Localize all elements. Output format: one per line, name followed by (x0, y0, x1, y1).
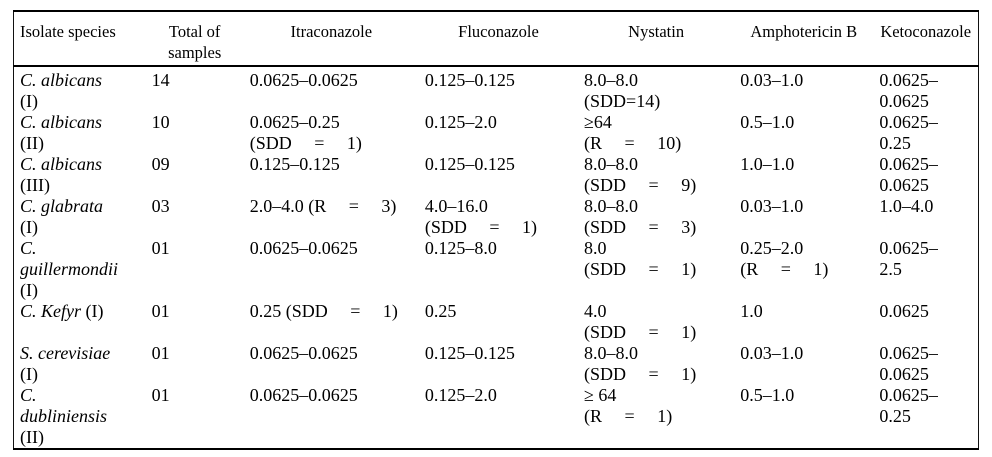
species-group-label: (I) (20, 364, 38, 384)
cell-fluconazole: 0.25 (424, 301, 457, 321)
cell-amphotericin-b: 1.0 (740, 301, 763, 321)
cell-itraconazole: 0.0625–0.0625 (249, 70, 358, 90)
cell-nystatin: 8.0–8.0 (SDD = 3) (584, 196, 697, 237)
cell-species: C. albicans (III) (14, 154, 146, 196)
species-group-label: (I) (85, 301, 104, 321)
cell-species: C. albicans (II) (14, 112, 146, 154)
table-row: C. albicans (III) 09 0.125–0.125 0.125–0… (14, 154, 979, 196)
cell-fluconazole: 0.125–0.125 (424, 70, 515, 90)
cell-ketoconazole: 0.0625– 0.0625 (879, 70, 938, 111)
cell-total-samples: 01 (151, 238, 170, 258)
cell-ketoconazole: 0.0625– 2.5 (879, 238, 938, 279)
column-header-isolate-species: Isolate species (13, 11, 146, 67)
cell-total-samples: 03 (151, 196, 170, 216)
column-header-amphotericin-b: Amphotericin B (734, 11, 874, 67)
cell-fluconazole: 0.125–2.0 (424, 385, 497, 405)
cell-amphotericin-b: 0.03–1.0 (740, 70, 804, 90)
cell-fluconazole: 0.125–8.0 (424, 238, 497, 258)
cell-species: C. glabrata (I) (14, 196, 146, 238)
species-name: C. glabrata (20, 196, 104, 216)
table-row: C. albicans (II) 10 0.0625–0.25 (SDD = 1… (14, 112, 979, 154)
cell-species: C. guillermondii (I) (14, 238, 146, 301)
cell-ketoconazole: 1.0–4.0 (879, 196, 934, 216)
cell-itraconazole: 0.0625–0.0625 (249, 238, 358, 258)
cell-ketoconazole: 0.0625– 0.0625 (879, 154, 938, 195)
cell-nystatin: 4.0 (SDD = 1) (584, 301, 697, 342)
cell-species: C. Kefyr (I) (14, 301, 146, 343)
cell-species: C. albicans (I) (14, 66, 146, 112)
table-row: S. cerevisiae (I) 01 0.0625–0.0625 0.125… (14, 343, 979, 385)
cell-ketoconazole: 0.0625 (879, 301, 929, 321)
species-name: C. albicans (20, 70, 103, 90)
species-group-label: (II) (20, 427, 44, 447)
cell-itraconazole: 2.0–4.0 (R = 3) (249, 196, 397, 216)
cell-nystatin: 8.0 (SDD = 1) (584, 238, 697, 279)
cell-fluconazole: 0.125–0.125 (424, 343, 515, 363)
cell-ketoconazole: 0.0625– 0.25 (879, 112, 938, 153)
table-row: C. dubliniensis (II) 01 0.0625–0.0625 0.… (14, 385, 979, 449)
table-row: C. guillermondii (I) 01 0.0625–0.0625 0.… (14, 238, 979, 301)
cell-nystatin: ≥64 (R = 10) (584, 112, 682, 153)
column-header-total-samples: Total of samples (145, 11, 244, 67)
species-name: C. albicans (20, 112, 103, 132)
cell-nystatin: ≥ 64 (R = 1) (584, 385, 673, 426)
cell-amphotericin-b: 0.03–1.0 (740, 196, 804, 216)
column-header-ketoconazole: Ketoconazole (873, 11, 979, 67)
cell-amphotericin-b: 1.0–1.0 (740, 154, 795, 174)
cell-itraconazole: 0.125–0.125 (249, 154, 340, 174)
species-name: C. dubliniensis (20, 385, 108, 426)
column-header-nystatin: Nystatin (578, 11, 735, 67)
cell-total-samples: 14 (151, 70, 170, 90)
species-group-label: (II) (20, 133, 44, 153)
species-group-label: (I) (20, 91, 38, 111)
cell-itraconazole: 0.0625–0.25 (SDD = 1) (249, 112, 362, 153)
cell-ketoconazole: 0.0625– 0.0625 (879, 343, 938, 384)
species-name: C. guillermondii (20, 238, 118, 279)
cell-amphotericin-b: 0.25–2.0 (R = 1) (740, 238, 829, 279)
cell-total-samples: 10 (151, 112, 170, 132)
cell-fluconazole: 0.125–0.125 (424, 154, 515, 174)
mic-susceptibility-table: Isolate species Total of samples Itracon… (13, 10, 979, 450)
cell-species: C. dubliniensis (II) (14, 385, 146, 449)
cell-amphotericin-b: 0.5–1.0 (740, 385, 795, 405)
cell-nystatin: 8.0–8.0 (SDD=14) (584, 70, 661, 111)
table-row: C. Kefyr (I) 01 0.25 (SDD = 1) 0.25 4.0 … (14, 301, 979, 343)
cell-total-samples: 01 (151, 385, 170, 405)
cell-nystatin: 8.0–8.0 (SDD = 1) (584, 343, 697, 384)
table-row: C. glabrata (I) 03 2.0–4.0 (R = 3) 4.0–1… (14, 196, 979, 238)
cell-total-samples: 01 (151, 301, 170, 321)
species-group-label: (III) (20, 175, 50, 195)
species-group-label: (I) (20, 217, 38, 237)
cell-amphotericin-b: 0.03–1.0 (740, 343, 804, 363)
cell-total-samples: 01 (151, 343, 170, 363)
table-row: C. albicans (I) 14 0.0625–0.0625 0.125–0… (14, 66, 979, 112)
header-row: Isolate species Total of samples Itracon… (13, 11, 979, 67)
column-header-itraconazole: Itraconazole (243, 11, 419, 67)
cell-species: S. cerevisiae (I) (14, 343, 146, 385)
cell-itraconazole: 0.0625–0.0625 (249, 385, 358, 405)
cell-fluconazole: 4.0–16.0 (SDD = 1) (424, 196, 538, 237)
species-name: S. cerevisiae (20, 343, 111, 363)
cell-total-samples: 09 (151, 154, 170, 174)
cell-itraconazole: 0.25 (SDD = 1) (249, 301, 398, 321)
cell-ketoconazole: 0.0625– 0.25 (879, 385, 938, 426)
species-group-label: (I) (20, 280, 38, 300)
cell-amphotericin-b: 0.5–1.0 (740, 112, 795, 132)
cell-itraconazole: 0.0625–0.0625 (249, 343, 358, 363)
species-name: C. Kefyr (20, 301, 86, 321)
column-header-fluconazole: Fluconazole (418, 11, 579, 67)
cell-fluconazole: 0.125–2.0 (424, 112, 497, 132)
species-name: C. albicans (20, 154, 103, 174)
cell-nystatin: 8.0–8.0 (SDD = 9) (584, 154, 697, 195)
